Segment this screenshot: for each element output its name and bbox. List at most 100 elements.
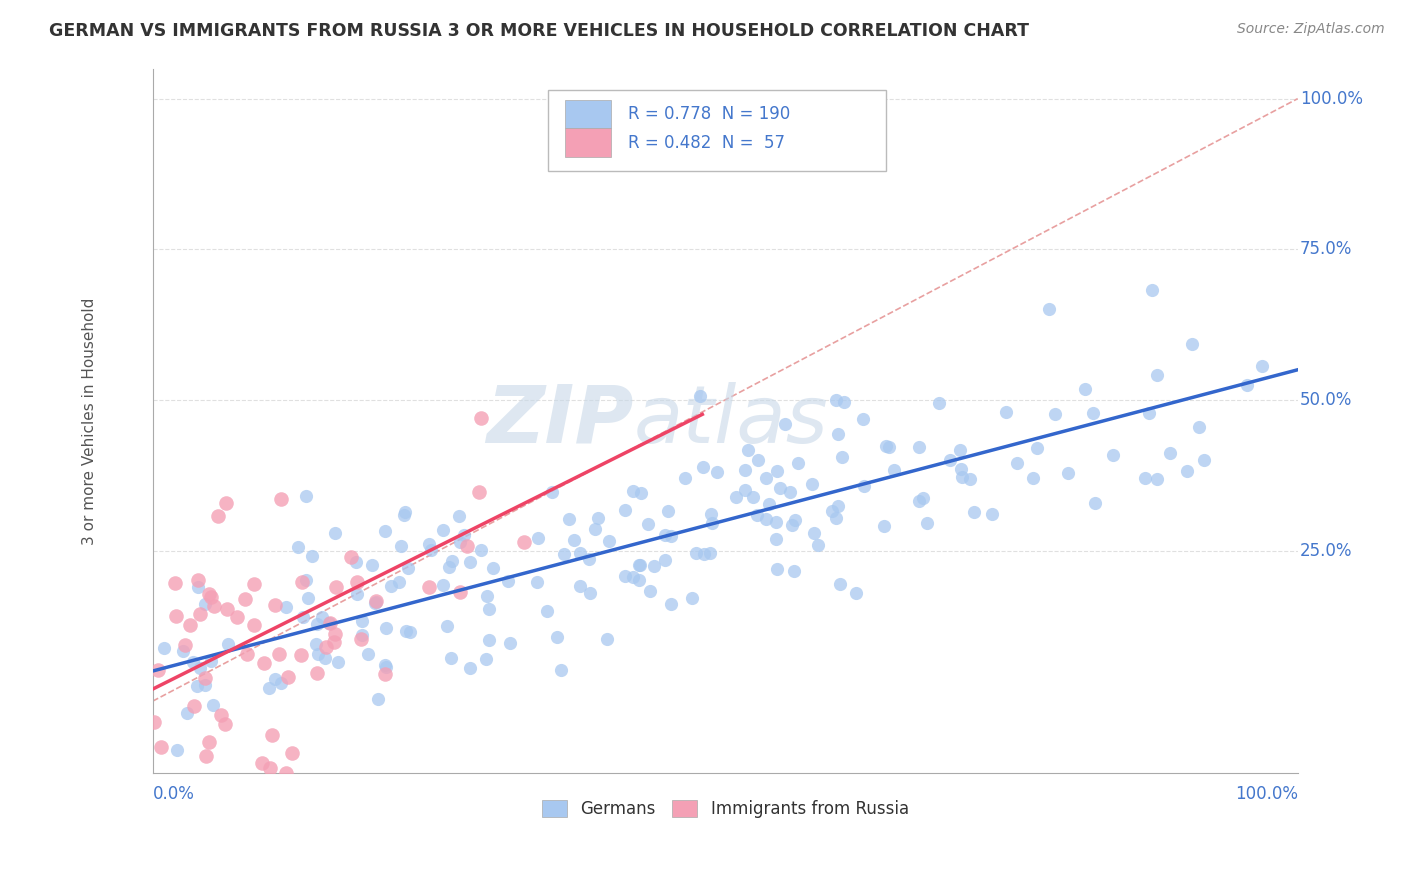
Point: [692, 460, 714, 475]
Point: [1181, 336, 1204, 351]
Point: [912, 491, 935, 505]
Point: [852, 412, 875, 426]
Point: [724, 490, 747, 504]
Point: [742, 491, 765, 505]
Point: [613, 569, 636, 583]
Point: [806, 538, 828, 552]
Point: [364, 596, 387, 610]
Point: [780, 518, 803, 533]
Point: [737, 443, 759, 458]
Point: [562, 533, 585, 547]
Point: [194, 598, 217, 612]
Point: [825, 511, 848, 525]
Point: [875, 439, 897, 453]
Point: [621, 569, 644, 583]
Point: [174, 638, 197, 652]
Point: [436, 619, 458, 633]
Point: [1083, 406, 1105, 420]
Point: [188, 661, 211, 675]
Point: [291, 609, 314, 624]
Point: [578, 552, 600, 566]
Point: [260, 728, 283, 742]
Point: [654, 553, 676, 567]
Point: [915, 516, 938, 530]
Point: [357, 647, 380, 661]
Point: [621, 483, 644, 498]
Text: 50.0%: 50.0%: [1301, 391, 1353, 409]
Point: [1026, 441, 1049, 455]
Point: [939, 452, 962, 467]
Point: [470, 542, 492, 557]
Point: [318, 616, 340, 631]
Point: [194, 671, 217, 685]
Text: atlas: atlas: [634, 382, 828, 460]
Point: [364, 595, 387, 609]
Point: [179, 618, 201, 632]
Point: [364, 594, 387, 608]
Point: [1022, 471, 1045, 485]
Point: [432, 524, 454, 538]
Point: [297, 591, 319, 605]
Point: [908, 494, 931, 508]
Point: [394, 505, 416, 519]
Point: [765, 532, 787, 546]
Point: [959, 472, 981, 486]
Point: [323, 626, 346, 640]
Point: [188, 607, 211, 622]
Point: [257, 681, 280, 695]
Point: [527, 531, 550, 545]
Point: [1236, 378, 1258, 392]
Point: [290, 648, 312, 662]
Point: [1194, 452, 1216, 467]
Point: [614, 503, 637, 517]
Point: [323, 526, 346, 541]
Point: [782, 564, 804, 578]
Point: [202, 698, 225, 713]
Point: [172, 644, 194, 658]
Point: [259, 761, 281, 775]
Point: [1038, 302, 1060, 317]
Point: [274, 600, 297, 615]
Point: [440, 554, 463, 568]
Point: [281, 747, 304, 761]
Point: [460, 555, 482, 569]
Point: [831, 450, 853, 465]
Point: [468, 484, 491, 499]
Point: [215, 602, 238, 616]
Point: [270, 491, 292, 506]
Point: [458, 661, 481, 675]
Point: [305, 637, 328, 651]
Point: [325, 580, 347, 594]
Point: [311, 609, 333, 624]
Point: [657, 504, 679, 518]
Point: [499, 635, 522, 649]
Point: [673, 471, 696, 485]
Point: [627, 574, 650, 588]
Point: [1175, 464, 1198, 478]
Point: [513, 535, 536, 549]
Point: [692, 547, 714, 561]
Text: ZIP: ZIP: [486, 382, 634, 460]
Point: [143, 714, 166, 729]
Point: [828, 577, 851, 591]
Bar: [565, 100, 610, 128]
Point: [638, 584, 661, 599]
Text: R = 0.778  N = 190: R = 0.778 N = 190: [628, 105, 790, 123]
Point: [1251, 359, 1274, 373]
Legend: Germans, Immigrants from Russia: Germans, Immigrants from Russia: [536, 794, 915, 825]
Point: [477, 602, 499, 616]
Point: [949, 462, 972, 476]
Point: [380, 579, 402, 593]
Point: [654, 528, 676, 542]
Point: [1133, 471, 1156, 485]
Point: [827, 427, 849, 442]
Point: [295, 574, 318, 588]
Point: [146, 663, 169, 677]
FancyBboxPatch shape: [548, 90, 886, 170]
Point: [374, 524, 396, 538]
Point: [308, 647, 330, 661]
Point: [558, 512, 581, 526]
Point: [541, 484, 564, 499]
Point: [637, 516, 659, 531]
Point: [198, 735, 221, 749]
